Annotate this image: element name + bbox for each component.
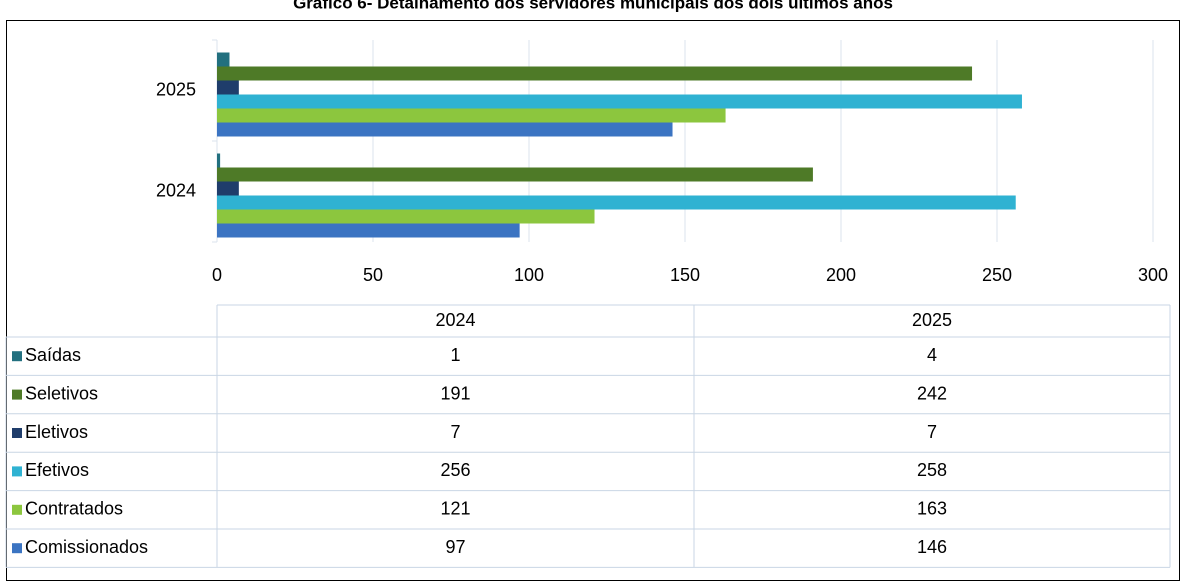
legend-swatch <box>12 428 22 438</box>
table-cell: 163 <box>917 499 947 519</box>
bar <box>217 209 595 224</box>
legend-swatch <box>12 543 22 554</box>
x-tick-label: 300 <box>1138 265 1168 285</box>
x-tick-label: 50 <box>363 265 383 285</box>
legend-swatch <box>12 389 22 400</box>
table-cell: 191 <box>440 383 470 403</box>
bar <box>217 223 520 238</box>
table-cell: 1 <box>450 345 460 365</box>
bar <box>217 153 221 168</box>
legend-label: Comissionados <box>25 537 148 557</box>
x-tick-label: 150 <box>670 265 700 285</box>
bar <box>217 80 239 95</box>
table-cell: 97 <box>445 537 465 557</box>
table-cell: 242 <box>917 383 947 403</box>
bar <box>217 167 813 182</box>
table-cell: 4 <box>927 345 937 365</box>
legend-label: Contratados <box>25 499 123 519</box>
table-header: 2024 <box>435 310 475 330</box>
legend-swatch <box>12 351 22 362</box>
table-cell: 121 <box>440 499 470 519</box>
x-tick-label: 250 <box>982 265 1012 285</box>
bar <box>217 195 1016 210</box>
table-cell: 7 <box>450 422 460 442</box>
bar <box>217 122 673 137</box>
y-tick-label: 2024 <box>156 180 196 200</box>
table-header: 2025 <box>912 310 952 330</box>
chart-title: Gráfico 6- Detalhamento dos servidores m… <box>293 0 893 12</box>
legend-label: Efetivos <box>25 460 89 480</box>
x-tick-label: 100 <box>514 265 544 285</box>
bar <box>217 66 973 81</box>
table-cell: 258 <box>917 460 947 480</box>
legend-label: Eletivos <box>25 422 88 442</box>
bar <box>217 108 726 123</box>
legend-swatch <box>12 504 22 515</box>
legend-label: Saídas <box>25 345 81 365</box>
bar <box>217 94 1022 109</box>
title-band <box>0 0 1186 20</box>
x-tick-label: 0 <box>212 265 222 285</box>
table-cell: 7 <box>927 422 937 442</box>
legend-label: Seletivos <box>25 383 98 403</box>
table-cell: 256 <box>440 460 470 480</box>
x-tick-label: 200 <box>826 265 856 285</box>
bar <box>217 52 230 67</box>
table-cell: 146 <box>917 537 947 557</box>
y-tick-label: 2025 <box>156 79 196 99</box>
legend-swatch <box>12 466 22 477</box>
bar <box>217 181 239 196</box>
